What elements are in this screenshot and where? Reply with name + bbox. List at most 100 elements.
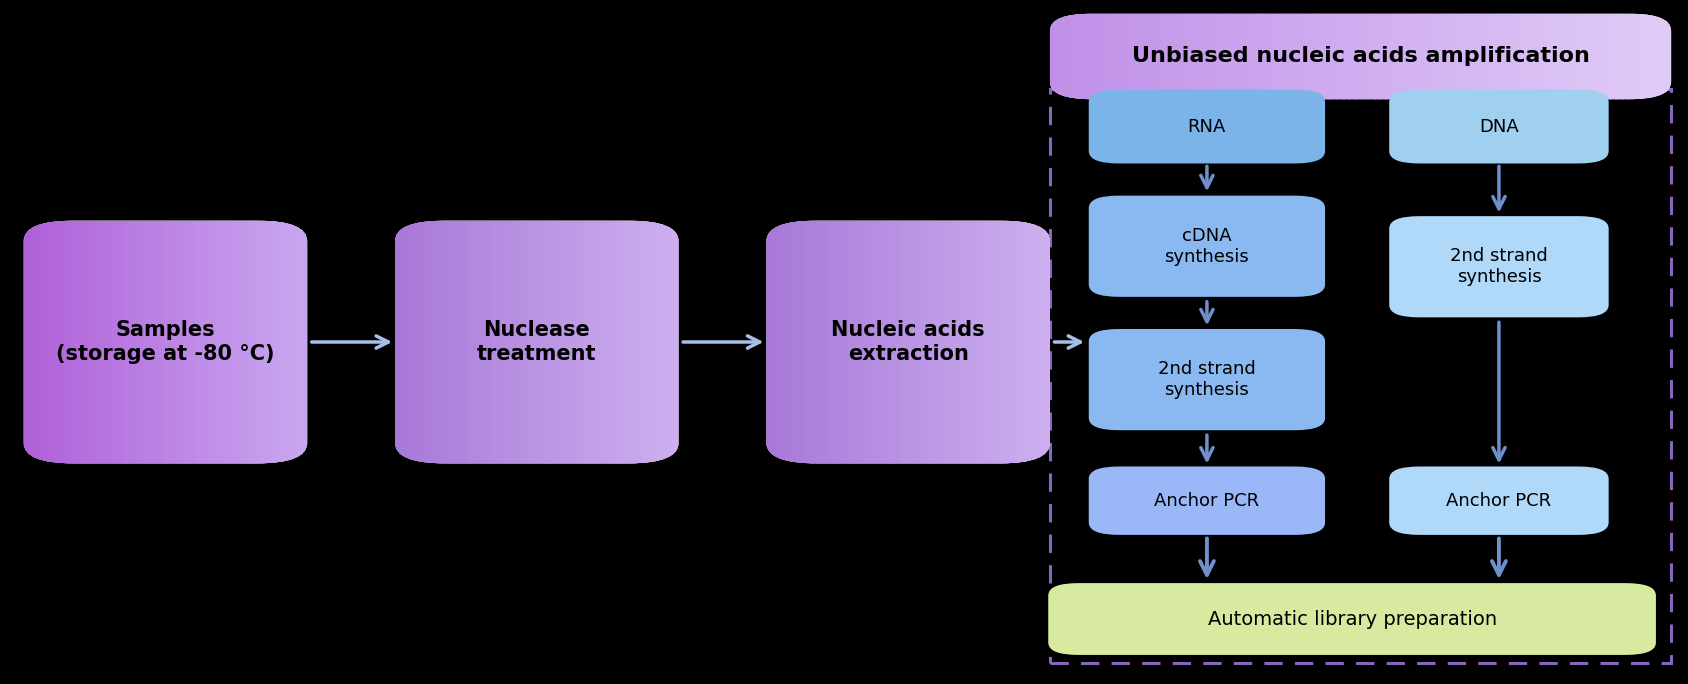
- Bar: [1080, 14, 1089, 99]
- Bar: [809, 221, 814, 464]
- Bar: [191, 221, 196, 464]
- Bar: [591, 221, 596, 464]
- Bar: [81, 221, 86, 464]
- Bar: [1453, 14, 1462, 99]
- Bar: [1428, 14, 1436, 99]
- Bar: [1664, 14, 1673, 99]
- Bar: [1597, 14, 1605, 99]
- Bar: [1634, 14, 1642, 99]
- Bar: [1286, 14, 1295, 99]
- Bar: [417, 221, 422, 464]
- Bar: [891, 221, 896, 464]
- Bar: [837, 221, 842, 464]
- FancyBboxPatch shape: [766, 221, 1050, 464]
- Bar: [537, 221, 542, 464]
- Bar: [1479, 14, 1487, 99]
- Bar: [601, 221, 606, 464]
- Bar: [152, 221, 157, 464]
- Bar: [84, 221, 89, 464]
- Bar: [1541, 14, 1548, 99]
- Bar: [879, 221, 885, 464]
- Bar: [1317, 14, 1325, 99]
- Bar: [993, 221, 999, 464]
- Bar: [834, 221, 839, 464]
- Bar: [675, 221, 680, 464]
- Bar: [1036, 221, 1041, 464]
- Bar: [1008, 221, 1013, 464]
- Bar: [187, 221, 192, 464]
- Bar: [954, 221, 959, 464]
- Bar: [766, 221, 771, 464]
- Bar: [530, 221, 535, 464]
- Bar: [98, 221, 103, 464]
- Bar: [996, 221, 1003, 464]
- Bar: [1143, 14, 1151, 99]
- Bar: [1354, 14, 1362, 99]
- Bar: [533, 221, 538, 464]
- Bar: [982, 221, 987, 464]
- Bar: [149, 221, 154, 464]
- Bar: [101, 221, 106, 464]
- Bar: [285, 221, 292, 464]
- Bar: [1025, 221, 1030, 464]
- Bar: [1050, 14, 1058, 99]
- Bar: [508, 221, 513, 464]
- Bar: [501, 221, 506, 464]
- Bar: [1546, 14, 1555, 99]
- Bar: [1560, 14, 1566, 99]
- Bar: [495, 221, 500, 464]
- Bar: [463, 221, 468, 464]
- Bar: [918, 221, 923, 464]
- Text: Anchor PCR: Anchor PCR: [1155, 492, 1259, 510]
- Bar: [424, 221, 429, 464]
- Bar: [1021, 221, 1026, 464]
- Bar: [562, 221, 567, 464]
- Bar: [1273, 14, 1281, 99]
- Bar: [297, 221, 302, 464]
- Bar: [1028, 221, 1035, 464]
- Bar: [776, 221, 782, 464]
- Bar: [208, 221, 213, 464]
- Bar: [1161, 14, 1170, 99]
- Bar: [1504, 14, 1511, 99]
- Bar: [73, 221, 79, 464]
- Bar: [179, 221, 186, 464]
- Bar: [1212, 14, 1219, 99]
- Bar: [133, 221, 138, 464]
- Bar: [1416, 14, 1425, 99]
- Bar: [770, 221, 775, 464]
- Bar: [1033, 221, 1038, 464]
- Bar: [947, 221, 952, 464]
- Bar: [608, 221, 613, 464]
- Bar: [1442, 14, 1450, 99]
- Bar: [640, 221, 645, 464]
- Bar: [633, 221, 638, 464]
- Bar: [275, 221, 280, 464]
- Bar: [120, 221, 125, 464]
- Bar: [1217, 14, 1225, 99]
- Bar: [230, 221, 235, 464]
- Bar: [466, 221, 471, 464]
- Bar: [123, 221, 128, 464]
- Bar: [402, 221, 407, 464]
- FancyBboxPatch shape: [1089, 90, 1325, 163]
- Bar: [105, 221, 110, 464]
- Bar: [594, 221, 599, 464]
- Bar: [233, 221, 238, 464]
- Bar: [459, 221, 464, 464]
- Bar: [647, 221, 652, 464]
- Bar: [398, 221, 403, 464]
- Bar: [1231, 14, 1237, 99]
- Bar: [1004, 221, 1009, 464]
- Bar: [979, 221, 984, 464]
- Bar: [598, 221, 603, 464]
- Bar: [37, 221, 44, 464]
- Bar: [1057, 14, 1063, 99]
- Bar: [820, 221, 825, 464]
- Bar: [1280, 14, 1288, 99]
- Bar: [866, 221, 871, 464]
- Bar: [194, 221, 199, 464]
- Bar: [653, 221, 658, 464]
- Bar: [447, 221, 454, 464]
- Bar: [515, 221, 522, 464]
